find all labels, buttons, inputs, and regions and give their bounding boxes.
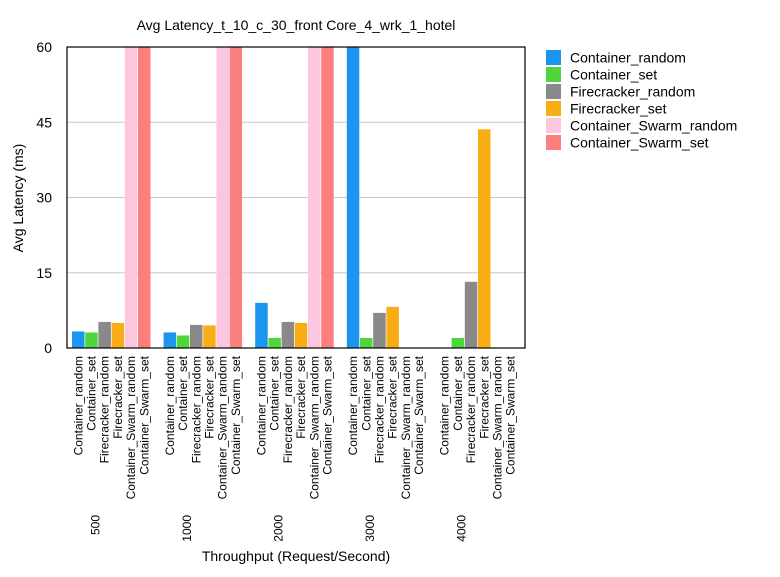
y-tick-label: 45 <box>36 114 52 130</box>
x-series-tick-label: Firecracker_set <box>386 355 400 438</box>
legend-label: Container_Swarm_set <box>570 135 709 151</box>
x-series-tick-label: Container_Swarm_random <box>216 356 230 499</box>
x-series-tick-label: Container_Swarm_set <box>504 355 518 474</box>
x-series-tick-label: Firecracker_random <box>372 356 386 463</box>
x-series-tick-label: Container_set <box>451 355 465 430</box>
legend: Container_randomContainer_setFirecracker… <box>546 50 737 151</box>
y-tick-label: 60 <box>36 39 52 55</box>
legend-swatch <box>546 118 561 133</box>
x-series-tick-label: Firecracker_set <box>111 355 125 438</box>
legend-swatch <box>546 67 561 82</box>
y-tick-label: 30 <box>36 190 52 206</box>
legend-label: Container_set <box>570 67 657 83</box>
bar <box>268 337 281 348</box>
bar <box>190 324 203 348</box>
bar <box>360 337 373 348</box>
x-series-tick-label: Container_set <box>176 355 190 430</box>
bar <box>308 47 321 348</box>
bar <box>98 321 111 348</box>
x-series-tick-label: Container_set <box>84 355 98 430</box>
bar <box>124 47 138 348</box>
x-axis-title: Throughput (Request/Second) <box>202 548 390 564</box>
legend-swatch <box>546 84 561 99</box>
x-series-tick-label: Container_Swarm_set <box>137 355 151 474</box>
legend-label: Container_random <box>570 50 686 66</box>
x-category-label: 1000 <box>180 515 194 542</box>
x-series-tick-label: Container_Swarm_set <box>320 355 334 474</box>
bar <box>281 321 295 348</box>
x-series-tick-label: Firecracker_random <box>464 356 478 463</box>
y-tick-label: 15 <box>36 265 52 281</box>
x-series-tick-label: Container_Swarm_random <box>307 356 321 499</box>
legend-label: Firecracker_set <box>570 101 667 117</box>
x-category-label: 4000 <box>455 515 469 542</box>
legend-swatch <box>546 50 561 65</box>
x-series-tick-label: Container_Swarm_random <box>490 356 504 499</box>
bar <box>203 325 216 348</box>
x-series-tick-label: Firecracker_random <box>189 356 203 463</box>
plot-frame <box>66 46 526 349</box>
bar <box>163 332 177 348</box>
bar <box>229 47 243 348</box>
bar <box>111 322 125 348</box>
x-category-label: 500 <box>88 515 102 535</box>
bar <box>72 331 85 348</box>
bar <box>294 322 308 348</box>
x-series-tick-label: Container_random <box>71 356 85 455</box>
x-series-tick-label: Container_Swarm_set <box>229 355 243 474</box>
bar <box>451 337 465 348</box>
bar <box>478 129 491 348</box>
bar <box>373 312 386 348</box>
x-series-tick-label: Container_random <box>346 356 360 455</box>
x-series-tick-label: Container_Swarm_set <box>412 355 426 474</box>
chart-title: Avg Latency_t_10_c_30_front Core_4_wrk_1… <box>137 17 456 33</box>
y-axis-title: Avg Latency (ms) <box>10 144 26 253</box>
bar <box>464 281 478 348</box>
x-series-tick-label: Container_Swarm_random <box>399 356 413 499</box>
y-tick-label: 0 <box>44 340 52 356</box>
x-series-tick-label: Firecracker_random <box>98 356 112 463</box>
x-series-tick-label: Container_random <box>163 356 177 455</box>
bar <box>346 47 360 348</box>
x-series-tick-label: Firecracker_set <box>294 355 308 438</box>
bar <box>255 302 268 348</box>
x-series-tick-label: Firecracker_random <box>281 356 295 463</box>
y-axis-ticks: 0 15 30 45 60 <box>36 39 52 356</box>
bar <box>216 47 229 348</box>
bar <box>85 332 98 348</box>
x-category-label: 3000 <box>363 515 377 542</box>
bar <box>176 335 190 348</box>
x-category-label: 2000 <box>271 515 285 542</box>
x-series-tick-label: Container_random <box>438 356 452 455</box>
x-series-tick-label: Container_set <box>359 355 373 430</box>
bar <box>386 306 399 348</box>
legend-label: Firecracker_random <box>570 84 695 100</box>
x-series-tick-label: Container_set <box>268 355 282 430</box>
bar <box>321 47 334 348</box>
x-axis-labels: Container_random Container_set Firecracker… <box>71 355 517 541</box>
legend-swatch <box>546 135 561 150</box>
x-series-tick-label: Firecracker_set <box>477 355 491 438</box>
x-series-tick-label: Container_random <box>254 356 268 455</box>
bars <box>72 47 491 348</box>
legend-swatch <box>546 101 561 116</box>
x-series-tick-label: Firecracker_set <box>202 355 216 438</box>
legend-label: Container_Swarm_random <box>570 118 737 134</box>
x-series-tick-label: Container_Swarm_random <box>124 356 138 499</box>
bar <box>138 47 151 348</box>
